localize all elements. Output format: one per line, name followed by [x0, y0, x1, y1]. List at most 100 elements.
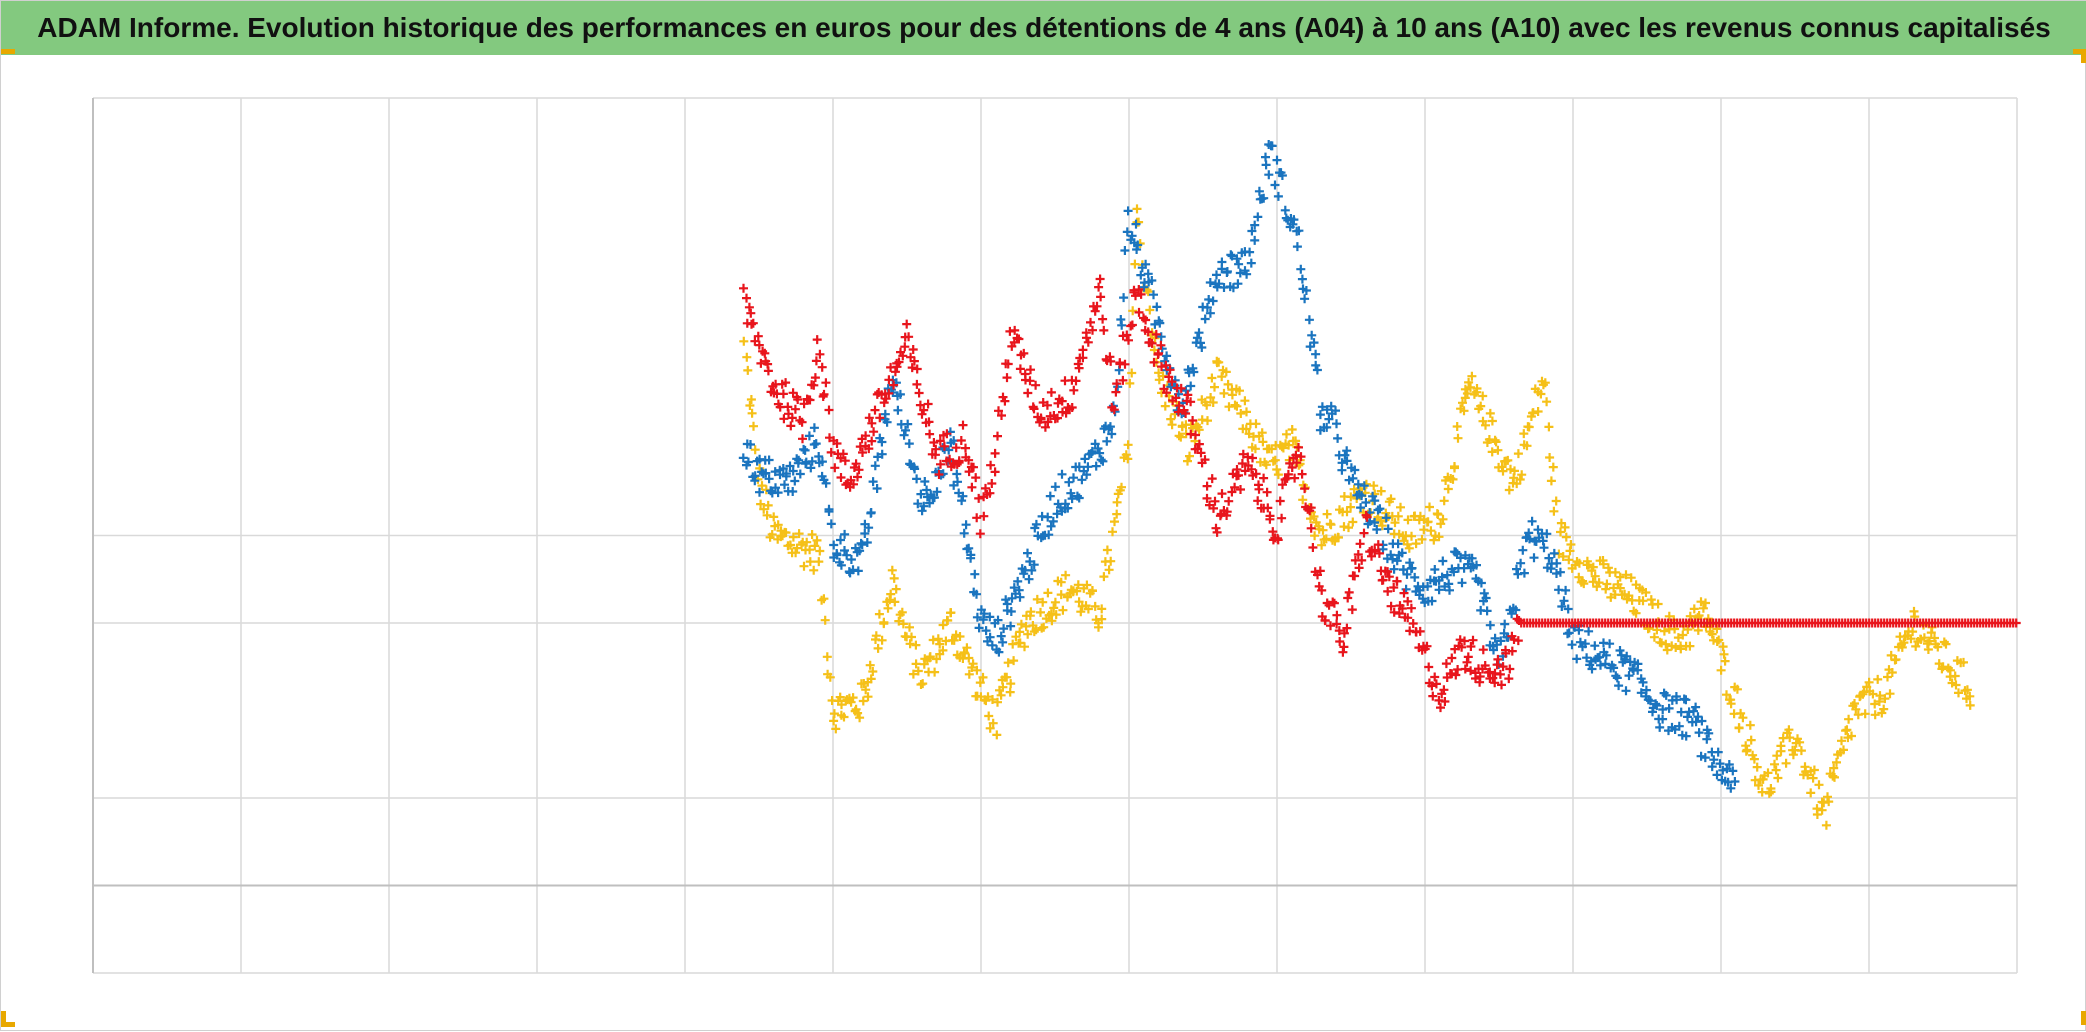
data-point: [1023, 629, 1033, 639]
data-point: [1614, 681, 1624, 691]
data-point: [1678, 630, 1688, 640]
data-point: [1342, 456, 1352, 466]
data-point: [873, 643, 883, 653]
data-point: [1370, 546, 1380, 556]
data-point: [996, 631, 1006, 641]
data-point: [1261, 152, 1270, 162]
data-point: [1527, 516, 1537, 526]
data-point: [746, 308, 756, 318]
data-point: [1245, 247, 1255, 257]
data-point: [933, 634, 943, 644]
data-point: [1572, 654, 1582, 664]
data-point: [898, 351, 908, 361]
data-point: [824, 504, 834, 514]
data-point: [894, 357, 904, 367]
data-point: [1122, 330, 1132, 340]
data-point: [855, 713, 865, 723]
data-point: [1102, 545, 1112, 555]
data-point: [1720, 656, 1730, 666]
data-point: [865, 660, 875, 670]
data-point: [1334, 533, 1343, 542]
data-point: [1091, 461, 1101, 471]
corner-marker-top-right-edge: [2081, 49, 2086, 63]
data-point: [1161, 360, 1171, 370]
data-point: [1099, 572, 1109, 582]
data-point: [1348, 517, 1358, 527]
data-point: [839, 712, 849, 722]
data-point: [1292, 458, 1302, 468]
data-point: [1058, 605, 1068, 615]
data-point: [1685, 641, 1695, 651]
data-point: [1624, 591, 1634, 601]
data-point: [1340, 450, 1350, 460]
data-point: [822, 652, 832, 662]
data-point: [930, 667, 940, 677]
data-point: [1883, 672, 1892, 682]
data-point: [1206, 393, 1216, 402]
data-point: [815, 546, 825, 556]
data-point: [1038, 597, 1048, 607]
data-point: [744, 302, 754, 312]
data-point: [1873, 674, 1883, 684]
data-point: [1209, 503, 1218, 513]
data-point: [931, 444, 941, 454]
data-point: [786, 421, 796, 431]
data-point: [1108, 527, 1117, 537]
data-point: [1641, 588, 1651, 597]
data-point: [1456, 553, 1465, 563]
data-point: [1837, 736, 1846, 746]
data-point: [811, 356, 821, 366]
data-point: [955, 632, 965, 641]
data-point: [1189, 367, 1199, 377]
data-point: [1270, 455, 1280, 465]
data-point: [1053, 413, 1062, 423]
data-point: [1584, 560, 1594, 570]
data-point: [1842, 725, 1852, 735]
data-point: [748, 318, 758, 328]
data-point: [749, 421, 758, 431]
data-point: [1558, 552, 1568, 561]
data-point: [938, 620, 948, 630]
data-point: [1176, 383, 1186, 393]
data-point: [1214, 357, 1224, 367]
data-point: [1020, 369, 1030, 379]
data-point: [1356, 503, 1366, 513]
data-point: [1615, 583, 1625, 593]
data-point: [972, 665, 982, 675]
data-point: [1167, 420, 1177, 430]
data-point: [750, 471, 760, 481]
data-point: [1042, 400, 1052, 410]
data-point: [911, 659, 921, 669]
data-point: [1183, 390, 1193, 400]
data-point: [825, 672, 835, 682]
data-point: [1049, 603, 1059, 613]
data-point: [1908, 627, 1918, 637]
data-point: [1451, 670, 1461, 680]
data-point: [821, 378, 831, 388]
data-point: [886, 589, 896, 599]
data-point: [1646, 595, 1656, 605]
data-point: [1088, 325, 1097, 335]
data-point: [1328, 597, 1338, 607]
data-point: [1490, 633, 1500, 643]
data-point: [1086, 317, 1095, 327]
data-point: [1217, 489, 1227, 499]
data-point: [1112, 509, 1122, 519]
data-point: [1519, 568, 1529, 578]
data-point: [993, 697, 1002, 707]
data-point: [1383, 524, 1393, 534]
data-point: [840, 456, 850, 466]
data-point: [1309, 512, 1319, 521]
data-point: [1099, 325, 1109, 335]
data-point: [1661, 690, 1671, 700]
data-point: [1147, 338, 1157, 348]
data-point: [781, 471, 791, 481]
data-point: [857, 540, 867, 550]
data-point: [1292, 242, 1302, 252]
data-point: [1533, 407, 1543, 416]
data-point: [1273, 191, 1283, 201]
data-point: [1106, 556, 1116, 566]
data-point: [1620, 589, 1630, 599]
data-point: [1294, 442, 1303, 452]
data-point: [846, 697, 856, 707]
